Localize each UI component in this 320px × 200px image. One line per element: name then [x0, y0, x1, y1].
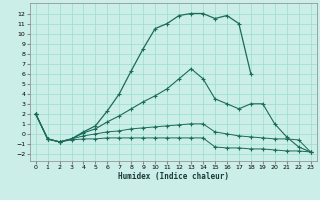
X-axis label: Humidex (Indice chaleur): Humidex (Indice chaleur): [118, 172, 228, 181]
